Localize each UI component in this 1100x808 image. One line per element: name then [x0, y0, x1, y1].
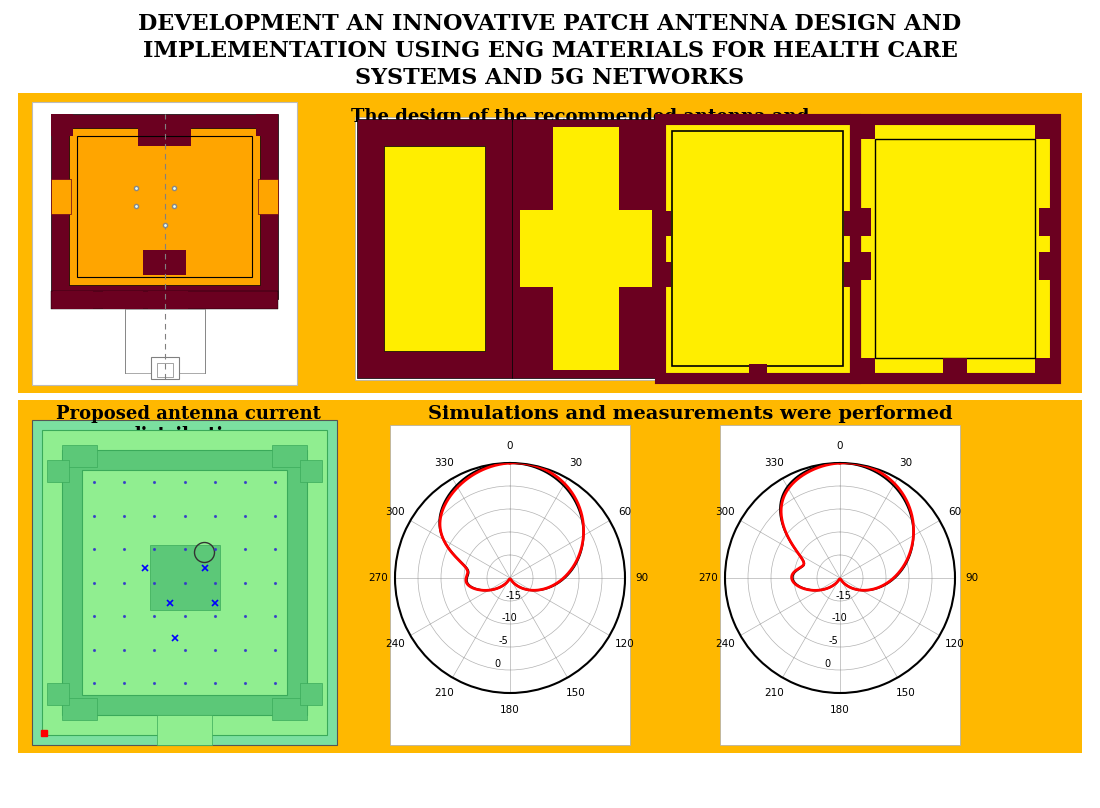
Bar	[1040, 251, 1057, 280]
Bar	[874, 139, 1035, 358]
Bar	[62, 450, 307, 715]
Bar	[1035, 358, 1055, 378]
Bar	[355, 117, 1060, 380]
Bar	[62, 698, 97, 720]
Bar	[852, 251, 871, 280]
Text: The design of the recommended antenna and
dimensions: The design of the recommended antenna an…	[351, 108, 810, 147]
Bar	[143, 250, 186, 275]
Bar	[384, 146, 485, 351]
Bar	[148, 291, 188, 309]
Bar	[62, 445, 97, 467]
Bar	[150, 545, 220, 610]
Bar	[720, 425, 960, 745]
Text: IMPLEMENTATION USING ENG MATERIALS FOR HEALTH CARE: IMPLEMENTATION USING ENG MATERIALS FOR H…	[143, 40, 957, 62]
Bar	[82, 470, 287, 695]
Bar	[18, 400, 1082, 753]
Bar	[47, 460, 69, 482]
Bar	[256, 114, 278, 137]
Bar	[77, 137, 252, 276]
Bar	[53, 291, 94, 309]
Bar	[855, 119, 1055, 378]
Bar	[844, 211, 856, 236]
Bar	[672, 131, 843, 366]
Bar	[390, 425, 630, 745]
Bar	[844, 263, 856, 288]
Bar	[852, 208, 871, 236]
Bar	[151, 357, 178, 379]
Bar	[258, 179, 278, 214]
Bar	[855, 119, 1055, 378]
Bar	[124, 309, 205, 373]
Bar	[512, 119, 660, 378]
Bar	[103, 291, 143, 309]
Text: Simulations and measurements were performed: Simulations and measurements were perfor…	[428, 405, 953, 423]
Bar	[855, 119, 875, 139]
Bar	[157, 715, 212, 745]
Bar	[300, 460, 322, 482]
Bar	[943, 358, 967, 376]
Text: DEVELOPMENT AN INNOVATIVE PATCH ANTENNA DESIGN AND: DEVELOPMENT AN INNOVATIVE PATCH ANTENNA …	[139, 13, 961, 35]
Bar	[32, 102, 297, 385]
Bar	[748, 364, 767, 376]
Bar	[300, 683, 322, 705]
Bar	[1040, 208, 1057, 236]
Text: SYSTEMS AND 5G NETWORKS: SYSTEMS AND 5G NETWORKS	[355, 67, 745, 89]
Bar	[659, 211, 671, 236]
Bar	[358, 119, 512, 378]
Bar	[42, 430, 327, 735]
Bar	[51, 114, 278, 298]
Bar	[51, 179, 72, 214]
Bar	[69, 128, 260, 284]
Bar	[18, 93, 1082, 393]
Bar	[51, 114, 73, 137]
Bar	[138, 116, 191, 146]
Bar	[660, 119, 855, 378]
Bar	[47, 683, 69, 705]
Bar	[32, 420, 337, 745]
Bar	[272, 698, 307, 720]
Bar	[552, 127, 619, 370]
Bar	[659, 263, 671, 288]
Bar	[520, 209, 652, 288]
Bar	[156, 363, 173, 377]
Text: Proposed antenna current
distribution: Proposed antenna current distribution	[56, 405, 320, 444]
Bar	[660, 119, 855, 378]
Bar	[272, 445, 307, 467]
Bar	[855, 358, 875, 378]
Bar	[51, 291, 278, 309]
Bar	[1035, 119, 1055, 139]
